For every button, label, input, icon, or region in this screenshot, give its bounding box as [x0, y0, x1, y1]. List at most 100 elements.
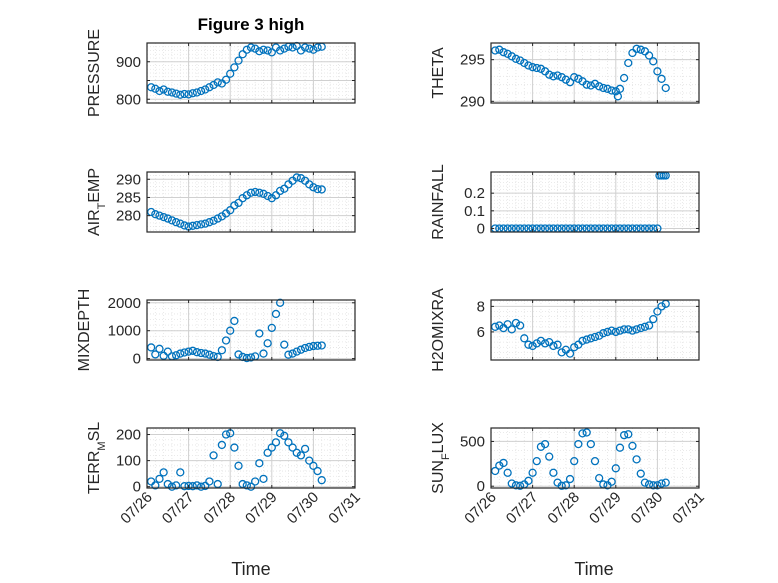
axes-box	[146, 427, 356, 489]
data-point	[192, 220, 202, 230]
data-point	[242, 191, 251, 200]
data-point	[226, 69, 235, 78]
data-point	[545, 70, 554, 79]
data-point	[171, 481, 181, 490]
data-point	[313, 341, 322, 350]
data-point	[499, 458, 508, 468]
data-point	[632, 44, 641, 53]
data-point	[205, 350, 214, 359]
data-point	[607, 326, 616, 335]
x-tick-label: 07/28	[200, 489, 239, 528]
data-point	[234, 350, 243, 359]
data-point	[296, 451, 306, 460]
data-point	[557, 348, 566, 357]
data-point	[196, 482, 206, 491]
x-tick-label: 07/29	[586, 489, 625, 528]
data-point	[611, 87, 620, 96]
data-point	[147, 83, 156, 92]
data-point	[582, 428, 591, 437]
data-point	[561, 75, 571, 84]
data-point	[300, 43, 310, 52]
data-point	[661, 83, 670, 93]
data-point	[246, 43, 256, 52]
y-axis-label: PRESSURE	[86, 29, 103, 117]
data-point	[565, 78, 575, 87]
data-point	[578, 336, 587, 346]
data-point	[163, 214, 172, 223]
data-point	[221, 336, 231, 345]
data-point	[511, 54, 521, 63]
data-point	[255, 459, 264, 468]
data-point	[167, 216, 177, 225]
data-point	[188, 89, 197, 98]
data-point	[180, 89, 189, 99]
y-axis-label: RAINFALL	[430, 164, 447, 240]
data-point	[292, 173, 301, 182]
y-tick-label: 280	[116, 208, 141, 225]
data-point	[503, 320, 512, 329]
data-point	[267, 443, 276, 452]
x-tick-label: 07/30	[284, 489, 323, 528]
y-tick-label: 2000	[108, 295, 141, 312]
data-point	[201, 349, 210, 358]
data-point	[251, 477, 260, 486]
data-point	[230, 316, 239, 326]
data-point	[636, 45, 645, 54]
data-point	[155, 211, 164, 220]
plot-area	[147, 172, 355, 232]
data-point	[284, 350, 293, 359]
y-axis-label: THETA	[430, 47, 447, 99]
data-point	[176, 468, 185, 477]
data-point	[649, 57, 658, 66]
y-tick-label: 900	[116, 54, 141, 71]
data-point	[163, 87, 172, 96]
data-point	[603, 327, 612, 337]
data-point	[657, 302, 666, 311]
data-point	[536, 336, 546, 346]
data-point	[226, 206, 235, 215]
data-point	[491, 466, 500, 476]
data-point	[532, 339, 541, 348]
data-point	[503, 49, 512, 58]
data-point	[292, 448, 301, 457]
data-point	[553, 340, 562, 349]
data-point	[565, 474, 575, 484]
data-point	[188, 346, 197, 355]
data-point	[275, 46, 285, 55]
data-point	[653, 67, 662, 76]
data-point	[296, 345, 306, 354]
data-point	[205, 83, 214, 92]
data-point	[561, 481, 571, 490]
data-point	[155, 344, 164, 353]
data-point	[201, 85, 210, 94]
x-tick-label: 07/27	[159, 489, 198, 528]
data-point	[570, 456, 579, 466]
data-point	[234, 461, 243, 470]
data-point	[171, 89, 181, 98]
data-point	[147, 343, 156, 352]
data-point	[536, 442, 546, 451]
data-point	[275, 298, 285, 307]
data-point	[205, 218, 214, 227]
data-point	[595, 82, 604, 91]
data-point	[151, 84, 160, 93]
data-point	[201, 481, 210, 491]
data-point	[632, 455, 641, 464]
data-point	[305, 342, 314, 352]
data-point	[226, 326, 235, 335]
data-point	[196, 348, 206, 358]
data-point	[259, 349, 268, 358]
data-point	[259, 474, 268, 484]
y-axis-label: AIRTEMP	[86, 168, 108, 236]
data-point	[532, 456, 541, 466]
data-point	[495, 321, 504, 330]
data-point	[557, 481, 566, 490]
data-point	[515, 56, 525, 65]
x-tick-label: 07/31	[669, 489, 708, 528]
data-point	[271, 438, 281, 447]
data-point	[288, 443, 297, 452]
data-point	[653, 481, 662, 490]
data-point	[603, 84, 612, 93]
data-point	[155, 86, 164, 96]
